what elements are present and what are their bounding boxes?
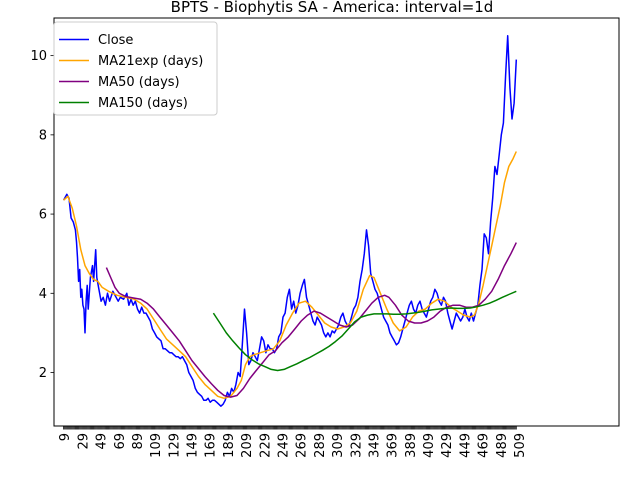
x-tick-label: 509	[513, 433, 528, 458]
x-tick-label: 29	[76, 433, 91, 450]
y-tick-label: 4	[39, 287, 47, 302]
x-tick-label: 69	[113, 433, 128, 450]
y-tick-label: 8	[39, 128, 47, 143]
y-tick-label: 10	[30, 49, 47, 64]
x-tick-label: 49	[95, 433, 110, 450]
x-tick-label: 369	[386, 433, 401, 458]
y-tick-label: 6	[39, 208, 47, 223]
x-axis-ticks: 9 29 49 69 89 109 129 149 169 189 209 229 249 269 289 3…	[58, 426, 528, 458]
x-tick-label: 409	[422, 433, 437, 458]
y-axis-ticks: 2 4 6 8 10	[30, 49, 54, 381]
plot-frame	[53, 17, 620, 427]
legend-label-ma21exp-days: MA21exp (days)	[98, 54, 203, 69]
series-line-ma150-days	[212, 290, 517, 372]
x-tick-label: 429	[440, 433, 455, 458]
x-tick-label: 309	[331, 433, 346, 458]
x-tick-label: 149	[186, 433, 201, 458]
x-tick-label: 329	[349, 433, 364, 458]
x-tick-label: 269	[295, 433, 310, 458]
x-tick-label: 189	[222, 433, 237, 458]
y-tick-label: 2	[39, 366, 47, 381]
x-tick-label: 489	[495, 433, 510, 458]
legend: Close MA21exp (days) MA50 (days) MA150 (day…	[53, 21, 218, 116]
x-tick-label: 129	[167, 433, 182, 458]
series-line-ma21exp-days	[63, 151, 517, 400]
legend-box	[53, 21, 218, 116]
x-tick-label: 289	[313, 433, 328, 458]
x-tick-label: 469	[477, 433, 492, 458]
legend-label-ma150-days: MA150 (days)	[98, 96, 188, 111]
x-tick-label: 389	[404, 433, 419, 458]
legend-label-close: Close	[98, 33, 133, 48]
x-tick-label: 209	[240, 433, 255, 458]
x-tick-label: 169	[204, 433, 219, 458]
series-line-ma50-days	[105, 242, 517, 398]
x-tick-label: 9	[58, 433, 73, 441]
x-tick-label: 109	[149, 433, 164, 458]
x-tick-label: 249	[277, 433, 292, 458]
chart-title: BPTS - Biophytis SA - America: interval=…	[171, 0, 494, 16]
x-tick-label: 349	[368, 433, 383, 458]
legend-label-ma50-days: MA50 (days)	[98, 75, 180, 90]
x-tick-label: 89	[131, 433, 146, 450]
series-layer	[62, 35, 518, 407]
x-tick-label: 229	[258, 433, 273, 458]
x-tick-label: 449	[458, 433, 473, 458]
